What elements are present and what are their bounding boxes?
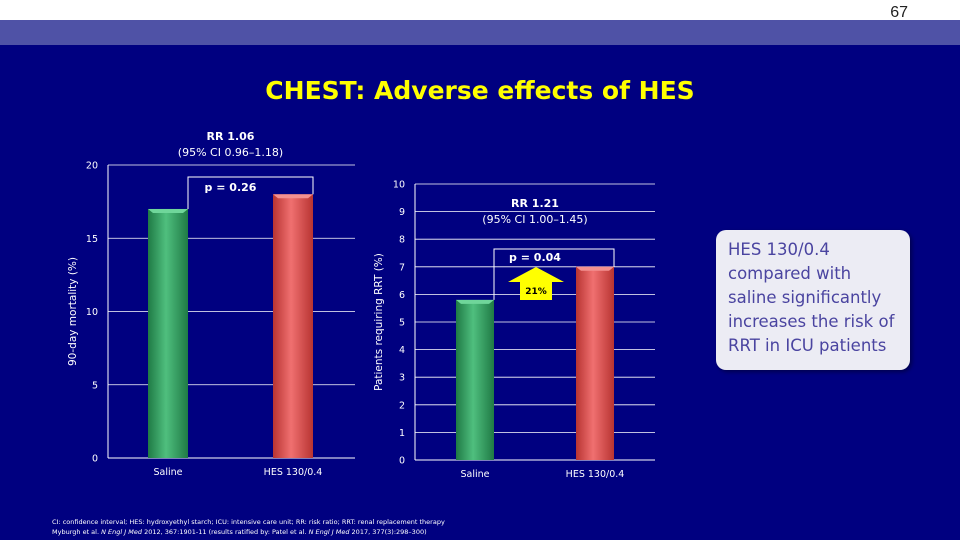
key-message-callout: HES 130/0.4 compared with saline signifi… xyxy=(716,230,910,370)
y-tick-label: 4 xyxy=(399,345,405,356)
bar-top xyxy=(273,194,313,199)
significance-bracket xyxy=(187,176,314,209)
y-tick-label: 7 xyxy=(399,262,405,273)
bar-top xyxy=(576,266,614,271)
bar-top xyxy=(148,208,188,213)
y-tick-label: 1 xyxy=(399,428,405,439)
increase-label: 21% xyxy=(525,287,547,297)
bar xyxy=(273,194,313,459)
y-tick-label: 15 xyxy=(86,234,98,245)
y-tick-label: 2 xyxy=(399,400,405,411)
x-tick-label: Saline xyxy=(461,469,490,480)
y-axis-label: Patients requiring RRT (%) xyxy=(373,253,385,391)
rr-label: RR 1.06 xyxy=(207,130,255,143)
p-value-label: p = 0.26 xyxy=(205,181,257,194)
header-band xyxy=(0,20,960,45)
rr-label: RR 1.21 xyxy=(511,197,559,210)
slide-title: CHEST: Adverse effects of HES xyxy=(265,76,695,105)
x-tick-label: HES 130/0.4 xyxy=(264,467,323,478)
ci-label: (95% CI 1.00–1.45) xyxy=(482,213,587,226)
y-tick-label: 8 xyxy=(399,235,405,246)
y-tick-label: 6 xyxy=(399,290,405,301)
x-tick-label: Saline xyxy=(154,467,183,478)
y-tick-label: 0 xyxy=(399,456,405,467)
y-tick-label: 20 xyxy=(86,161,98,172)
y-tick-label: 5 xyxy=(92,380,98,391)
y-tick-label: 0 xyxy=(92,454,98,465)
footnote: CI: confidence interval; HES: hydroxyeth… xyxy=(52,517,445,537)
ci-label: (95% CI 0.96–1.18) xyxy=(178,146,283,159)
bar xyxy=(576,266,614,460)
bar-top xyxy=(456,299,494,304)
y-tick-label: 9 xyxy=(399,207,405,218)
bar xyxy=(148,208,188,458)
p-value-label: p = 0.04 xyxy=(509,251,561,264)
slide-number: 67 xyxy=(890,4,908,21)
footnote-abbreviations: CI: confidence interval; HES: hydroxyeth… xyxy=(52,518,445,526)
y-tick-label: 5 xyxy=(399,318,405,329)
increase-arrow xyxy=(508,267,564,300)
footnote-reference: Myburgh et al. N Engl J Med 2012, 367:19… xyxy=(52,528,427,536)
y-tick-label: 3 xyxy=(399,373,405,384)
y-axis-label: 90-day mortality (%) xyxy=(67,257,79,366)
top-strip xyxy=(0,0,960,20)
y-tick-label: 10 xyxy=(393,180,405,191)
y-tick-label: 10 xyxy=(86,307,98,318)
bar xyxy=(456,299,494,460)
x-tick-label: HES 130/0.4 xyxy=(566,469,625,480)
significance-bracket xyxy=(493,248,615,300)
